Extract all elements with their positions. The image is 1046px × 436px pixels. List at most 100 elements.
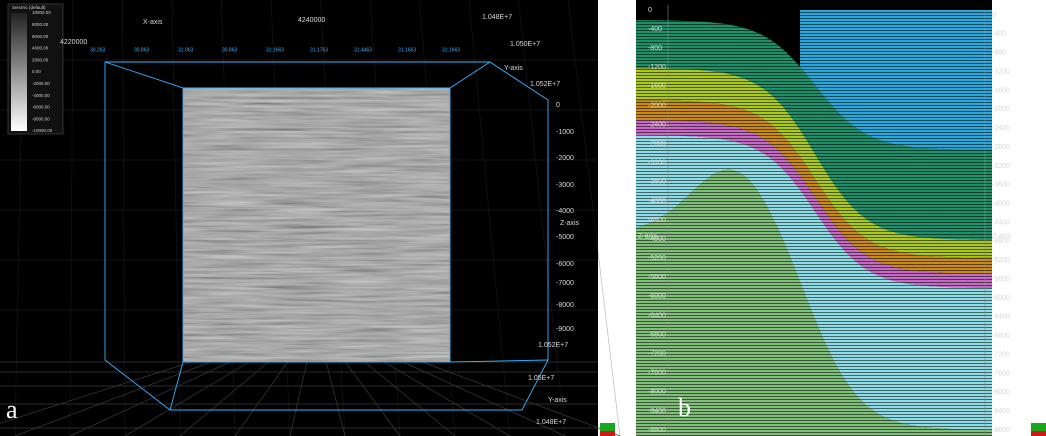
z-tick-label: -800 <box>648 45 662 52</box>
z-tick-label: -8000 <box>992 389 1010 396</box>
box-label: 30.863 <box>134 47 150 53</box>
z-tick-label: -7600 <box>992 370 1010 377</box>
grid-line <box>289 361 308 436</box>
grid-line <box>325 361 346 436</box>
z-tick-label: -1600 <box>648 83 666 90</box>
legend-value: 2000.00 <box>32 57 49 62</box>
horizon-layers <box>636 10 992 436</box>
z-tick-label: -800 <box>992 50 1006 57</box>
z-tick-label: -7600 <box>648 370 666 377</box>
z-tick-label: 0 <box>992 12 996 19</box>
y-axis-title: Y-axis <box>548 397 567 404</box>
z-tick-label: -8400 <box>648 408 666 415</box>
orientation-icon-base <box>1031 431 1046 436</box>
grid-line <box>345 361 401 436</box>
box-label: 31.063 <box>178 47 194 53</box>
z-tick-label: -2800 <box>992 144 1010 151</box>
grid-line <box>422 361 621 436</box>
floor-grid <box>0 0 621 436</box>
z-tick-label: -4400 <box>648 217 666 224</box>
y-tick-label: 1.052E+7 <box>538 342 568 349</box>
grid-line <box>567 0 621 436</box>
legend-value: 8000.00 <box>32 22 49 27</box>
box-label: 30.863 <box>222 47 238 53</box>
z-tick-label: -7000 <box>556 280 574 287</box>
z-tick-label: -2000 <box>556 155 574 162</box>
legend-value: -6000.00 <box>32 105 50 110</box>
grid-line <box>171 0 181 436</box>
z-axis-title: Z-axis <box>638 233 658 240</box>
x-tick-label: 4220000 <box>60 39 87 46</box>
z-tick-label: -3000 <box>556 182 574 189</box>
z-tick-label: -4400 <box>992 219 1010 226</box>
legend-title: Seismic (default) <box>12 5 46 10</box>
z-tick-label: -9000 <box>556 326 574 333</box>
z-tick-label: -3200 <box>992 163 1010 170</box>
z-tick-label: -5600 <box>648 274 666 281</box>
horizon-hatching <box>636 68 992 258</box>
box-label: 30.263 <box>90 47 106 53</box>
z-tick-label: -6800 <box>992 333 1010 340</box>
legend-value: 6000.00 <box>32 34 49 39</box>
z-tick-label: -2800 <box>648 140 666 147</box>
y-tick-label: 1.048E+7 <box>536 419 566 426</box>
z-tick-label: -5600 <box>992 276 1010 283</box>
legend-value: -4000.00 <box>32 93 50 98</box>
x-tick-label: 4240000 <box>298 17 325 24</box>
z-tick-label: -6400 <box>992 314 1010 321</box>
horizon-hatching <box>636 169 992 436</box>
grid-line <box>69 361 231 436</box>
grid-line <box>179 361 269 436</box>
z-tick-label: -7200 <box>648 350 666 357</box>
grid-line <box>403 361 566 436</box>
z-tick-label: -1000 <box>556 129 574 136</box>
box-label: 31.1663 <box>442 47 460 53</box>
seismic-texture <box>183 88 450 362</box>
horizon-hatching <box>636 20 992 240</box>
panel-b <box>636 0 1046 436</box>
z-tick-label: -6000 <box>648 293 666 300</box>
z-tick-label: -6000 <box>992 295 1010 302</box>
grid-line <box>364 361 456 436</box>
horizon-hatching <box>636 100 992 274</box>
orientation-icon-base <box>600 431 615 436</box>
horizon-hatching <box>636 120 992 288</box>
horizon-hatching <box>636 135 992 430</box>
y-tick-label: 1.048E+7 <box>482 14 512 21</box>
z-tick-label: -2000 <box>992 106 1010 113</box>
grid-line <box>14 361 211 436</box>
legend-value: 10000.00 <box>32 10 51 15</box>
z-tick-label: -1200 <box>992 68 1010 75</box>
panel-label: a <box>6 395 18 424</box>
y-axis-title: Y-axis <box>504 65 523 72</box>
grid-line <box>234 361 288 436</box>
bounding-box <box>104 61 549 411</box>
grid-line <box>0 361 192 424</box>
y-tick-label: 1.052E+7 <box>530 81 560 88</box>
z-tick-label: -5000 <box>556 234 574 241</box>
z-tick-label: -2400 <box>648 121 666 128</box>
z-tick-label: -400 <box>648 26 662 33</box>
legend-colorbar <box>11 13 27 131</box>
z-tick-label: 0 <box>556 102 560 109</box>
z-tick-label: -1200 <box>648 64 666 71</box>
z-tick-label: -1600 <box>992 87 1010 94</box>
grid-line <box>122 0 126 436</box>
z-tick-label: -3200 <box>648 160 666 167</box>
z-tick-label: -4000 <box>648 198 666 205</box>
z-tick-label: -8800 <box>648 427 666 434</box>
panel-label: b <box>678 393 691 422</box>
box-label: 31.1663 <box>266 47 284 53</box>
z-tick-label: -4800 <box>992 238 1010 245</box>
z-axis-title: Z-axis <box>560 220 580 227</box>
box-label: 31.1763 <box>310 47 328 53</box>
grid-line <box>518 0 566 436</box>
legend-value: -2000.00 <box>32 81 50 86</box>
z-tick-label: -5200 <box>648 255 666 262</box>
z-tick-label: -8800 <box>992 427 1010 434</box>
z-tick-label: -6000 <box>556 261 574 268</box>
grid-line <box>468 0 511 436</box>
z-tick-label: -3600 <box>648 179 666 186</box>
z-tick-label: -6400 <box>648 312 666 319</box>
